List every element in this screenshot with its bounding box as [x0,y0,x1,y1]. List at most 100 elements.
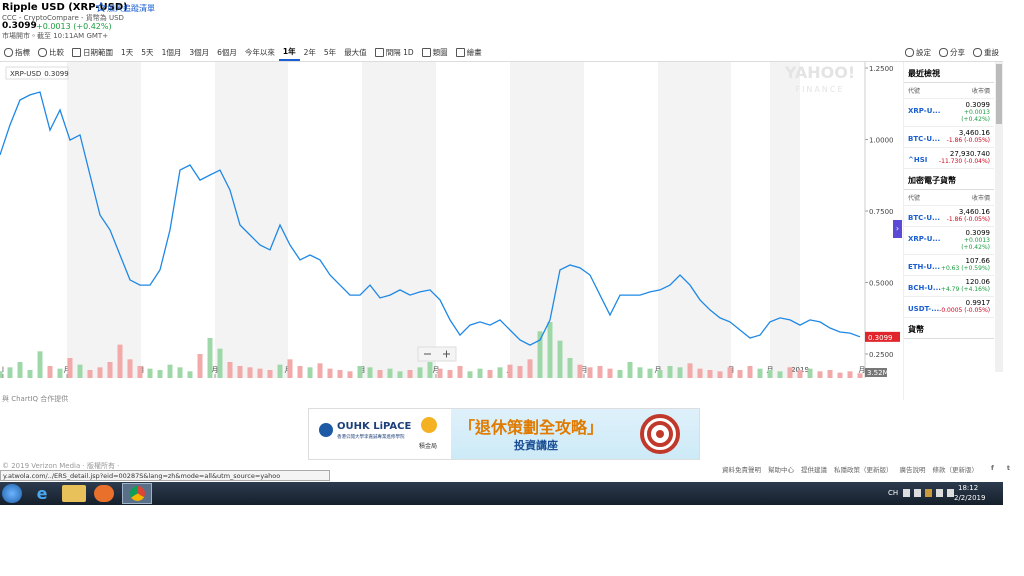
quote-row[interactable]: ^HSI 27,930.740 -11.730 (-0.04%) [904,148,994,169]
range-button[interactable]: 3個月 [185,45,213,60]
footer-link[interactable]: 廣告說明 [899,466,926,474]
footer-link[interactable]: 提供建議 [801,466,827,474]
range-button[interactable]: 5天 [137,45,157,60]
toolbar-label[interactable]: 最大值 [344,48,367,57]
social-link[interactable]: f [991,464,994,472]
media-icon[interactable] [94,485,114,502]
footer-link[interactable]: 資料免責聲明 [722,466,761,474]
volume-bar [567,358,573,378]
tool-button[interactable]: 類圖 [418,45,452,60]
price: 27,930.740 [949,150,990,158]
quote-row[interactable]: BTC-U... 3,460.16 -1.86 (-0.05%) [904,127,994,148]
quote-row[interactable]: XRP-U... 0.3099 +0.0013 (+0.42%) [904,99,994,127]
toolbar-label[interactable]: 1年 [282,47,296,56]
symbol[interactable]: ^HSI [908,156,928,164]
x-tick-label: 月 [581,366,588,374]
range-button[interactable]: 今年以來 [241,45,279,60]
footer-link[interactable]: 幫助中心 [768,466,794,474]
social-link[interactable]: t [1006,464,1010,472]
toolbar-label[interactable]: 6個月 [217,48,237,57]
quote-change: +0.0013 (+0.42%) [36,22,112,31]
symbol[interactable]: USDT-... [908,305,940,313]
toolbar-label[interactable]: 分享 [950,48,965,57]
range-button[interactable]: 1天 [117,45,137,60]
range-button[interactable]: 1年 [278,44,300,61]
range-button[interactable]: 1個月 [158,45,186,60]
watchlist-link[interactable]: 加入追蹤清單 [107,4,155,13]
ad-banner[interactable]: OUHK LiPACE 香港公開大學李嘉誠專業進修學院 積金局 「退休策劃全攻略… [308,408,700,460]
volume-bar [347,371,353,378]
volume-bar [237,366,243,378]
change: +4.79 (+4.16%) [940,286,990,293]
symbol[interactable]: XRP-U... [908,235,941,243]
scrollbar[interactable] [995,62,1003,372]
collapse-tab[interactable]: › [893,220,902,238]
quote-row[interactable]: BTC-U... 3,460.16 -1.86 (-0.05%) [904,206,994,227]
tool-button[interactable]: 繪畫 [452,45,486,60]
change: -1.86 (-0.05%) [946,137,990,144]
volume-bar [517,366,523,378]
change: -1.86 (-0.05%) [946,216,990,223]
volume-bar [497,367,503,378]
symbol[interactable]: BTC-U... [908,214,940,222]
toolbar-label[interactable]: 1天 [121,48,134,57]
footer-link[interactable]: 私隱政策（更新版） [834,466,893,474]
symbol[interactable]: ETH-U... [908,263,940,271]
toolbar-button[interactable]: 日期範圍 [68,45,117,60]
toolbar-label[interactable]: 日期範圍 [83,48,113,57]
ie-icon[interactable]: e [36,484,48,503]
quote-source: CCC - CryptoCompare - 貨幣為 USD [2,14,124,22]
tray-time[interactable]: 18:12 [958,484,979,492]
volume-bar [677,367,683,378]
toolbar-label[interactable]: 指標 [15,48,30,57]
volume-bar [357,366,363,378]
quote-row[interactable]: ETH-U... 107.66 +0.63 (+0.59%) [904,255,994,276]
toolbar-label[interactable]: 5天 [141,48,154,57]
volume-bar [507,364,513,378]
symbol[interactable]: BCH-U... [908,284,941,292]
toolbar-label[interactable]: 比較 [49,48,64,57]
footer-link[interactable]: 條款（更新版） [932,466,979,474]
toolbar-label[interactable]: 繪畫 [466,48,482,57]
change: +0.63 (+0.59%) [940,265,990,272]
volume-bar [367,367,373,378]
toolbar-label[interactable]: 3個月 [189,48,210,57]
toolbar-label[interactable]: 重設 [984,48,999,57]
tray-date[interactable]: 2/2/2019 [954,494,986,502]
volume-tag [865,368,887,377]
toolbar-label[interactable]: 5年 [323,48,337,57]
toolbar-label[interactable]: 類圖 [432,48,448,57]
symbol[interactable]: BTC-U... [908,135,940,143]
toolbar-button[interactable]: 設定 [901,45,935,60]
chrome-task[interactable] [122,483,152,504]
toolbar-label[interactable]: 1個月 [161,48,182,57]
symbol[interactable]: XRP-U... [908,107,941,115]
ad-brand: OUHK LiPACE [337,421,412,432]
range-button[interactable]: 5年 [320,45,340,60]
toolbar-button[interactable]: 比較 [34,45,68,60]
column-label: 代號 [908,88,921,95]
toolbar-label[interactable]: 今年以來 [244,48,275,57]
change: -11.730 (-0.04%) [939,158,990,165]
range-button[interactable]: 6個月 [213,45,241,60]
price-cell: 120.06 +4.79 (+4.16%) [941,278,990,293]
range-button[interactable]: 2年 [300,45,320,60]
quote-row[interactable]: BCH-U... 120.06 +4.79 (+4.16%) [904,276,994,297]
folder-icon[interactable] [62,485,86,502]
toolbar-label[interactable]: 間隔 1D [385,48,414,57]
quote-row[interactable]: USDT-... 0.9917 -0.0005 (-0.05%) [904,297,994,318]
tray-lang[interactable]: CH [888,489,899,497]
toolbar-button[interactable]: 分享 [935,45,969,60]
tray-icons [903,489,955,497]
star-icon[interactable] [96,2,106,12]
tool-button[interactable]: 間隔 1D [371,45,418,60]
start-button[interactable] [2,484,22,503]
toolbar-label[interactable]: 2年 [303,48,316,57]
toolbar-label[interactable]: 設定 [916,48,931,57]
zoom-controls[interactable] [417,346,457,362]
legend: XRP-USD 0.3099 [5,66,69,80]
toolbar-button[interactable]: 重設 [969,45,1003,60]
toolbar-button[interactable]: 指標 [0,45,34,60]
quote-row[interactable]: XRP-U... 0.3099 +0.0013 (+0.42%) [904,227,994,255]
range-button[interactable]: 最大值 [340,45,371,60]
